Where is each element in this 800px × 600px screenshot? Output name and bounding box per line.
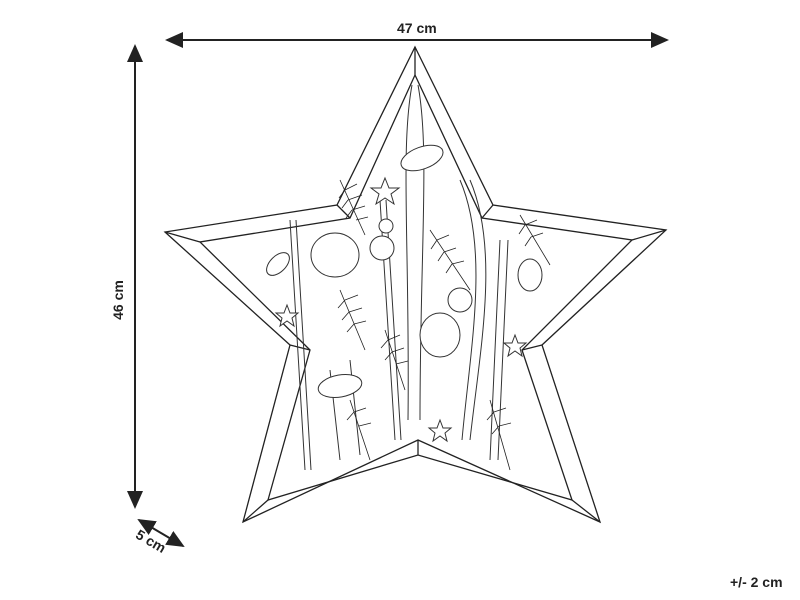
height-label: 46 cm <box>109 280 126 320</box>
pine-cones <box>266 144 543 398</box>
wood-slices <box>369 218 473 313</box>
depth-arrow <box>137 518 185 548</box>
tolerance-label: +/- 2 cm <box>730 574 783 590</box>
pine-sprigs <box>337 179 551 471</box>
width-label: 47 cm <box>397 20 437 36</box>
decorative-branches <box>289 84 509 471</box>
small-stars <box>274 176 528 443</box>
star-frame <box>163 45 668 524</box>
